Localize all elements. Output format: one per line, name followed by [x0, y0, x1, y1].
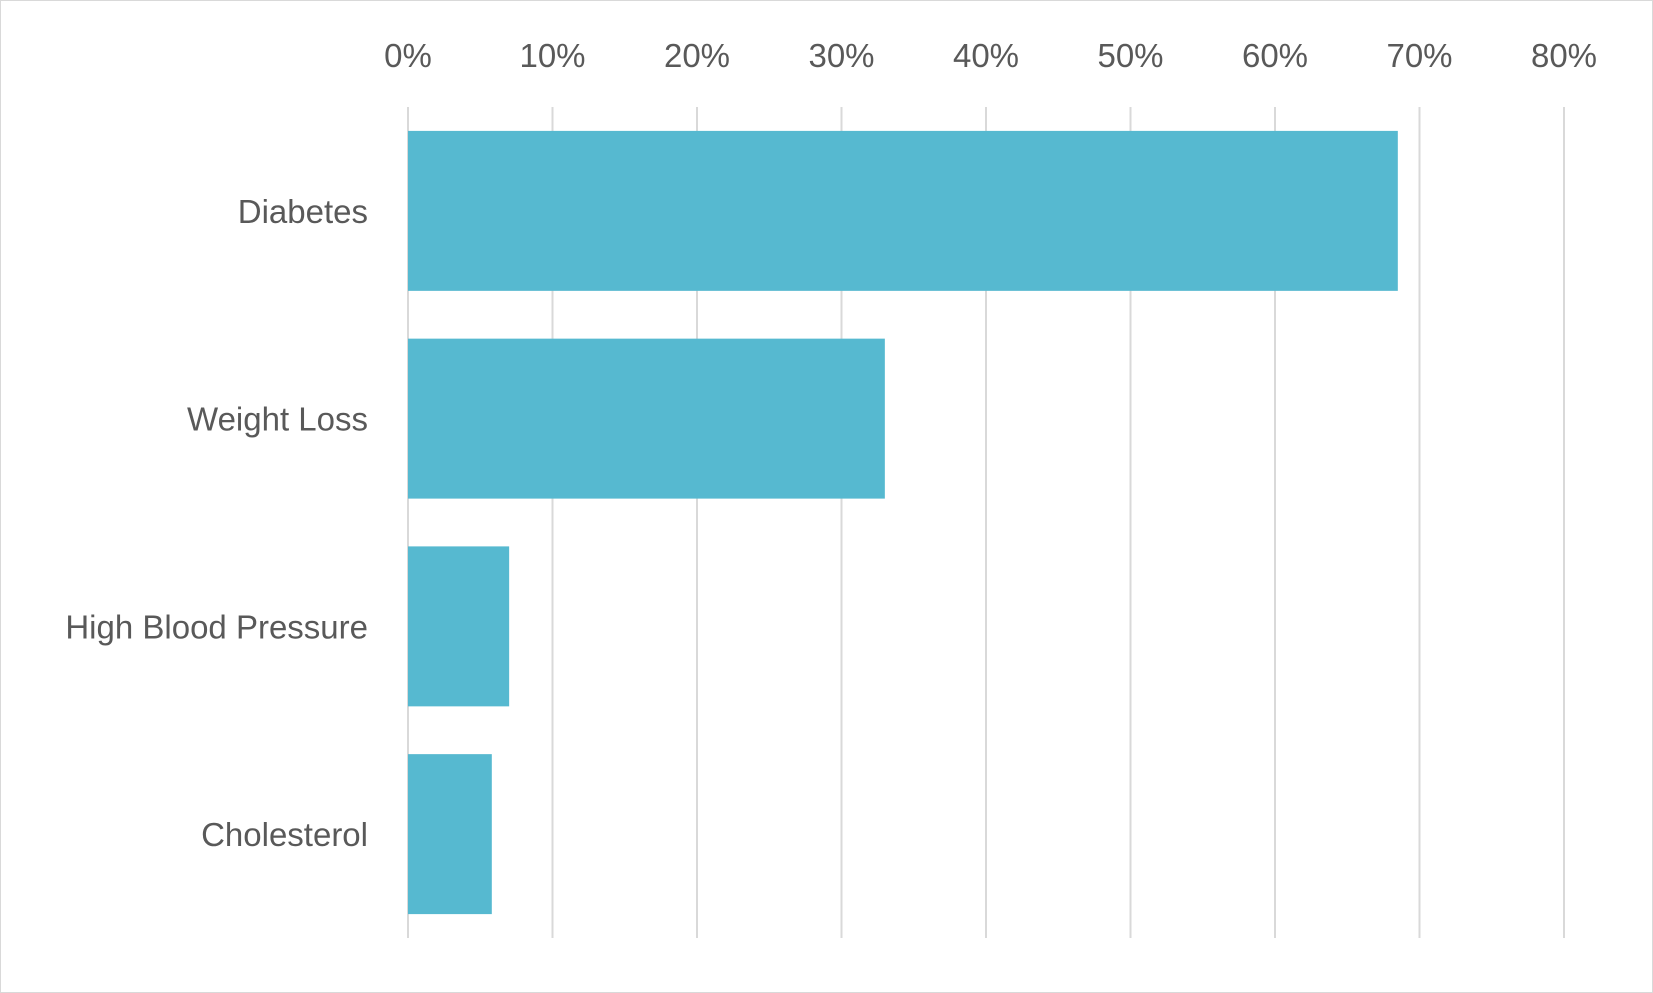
x-tick-label: 20%: [664, 37, 730, 74]
bar-diabetes: [408, 130, 1398, 291]
bars: [408, 130, 1398, 915]
category-label: Weight Loss: [187, 401, 368, 438]
bar-high-blood-pressure: [408, 546, 510, 707]
x-tick-label: 40%: [953, 37, 1019, 74]
x-tick-label: 60%: [1242, 37, 1308, 74]
x-tick-label: 0%: [384, 37, 432, 74]
bar-cholesterol: [408, 754, 492, 915]
x-tick-label: 70%: [1386, 37, 1452, 74]
category-label: High Blood Pressure: [65, 608, 368, 645]
x-tick-label: 50%: [1097, 37, 1163, 74]
category-label: Cholesterol: [201, 816, 368, 853]
x-tick-label: 80%: [1531, 37, 1597, 74]
category-label: Diabetes: [238, 193, 368, 230]
x-tick-label: 10%: [519, 37, 585, 74]
category-labels: Diabetes Weight Loss High Blood Pressure Ch…: [65, 193, 368, 853]
bar-weight-loss: [408, 338, 885, 499]
x-tick-label: 30%: [808, 37, 874, 74]
x-axis-tick-labels: 0% 10% 20% 30% 40% 50% 60% 70% 80%: [384, 37, 1597, 74]
